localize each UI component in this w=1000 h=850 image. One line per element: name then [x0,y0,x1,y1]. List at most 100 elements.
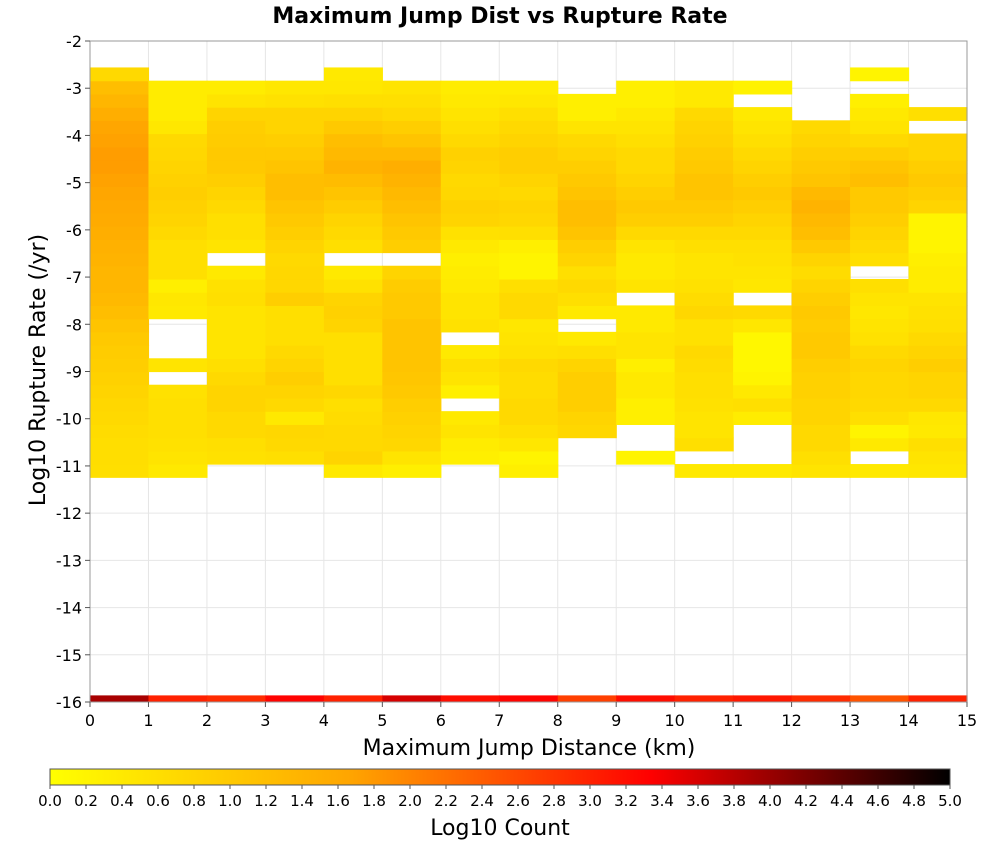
heatmap-cell [791,212,851,227]
heatmap-cell [850,424,910,439]
heatmap-cell [850,107,910,121]
heatmap-cell [440,80,500,95]
heatmap-cell [206,437,266,452]
heatmap-cell [148,265,208,280]
heatmap-cell [616,212,676,227]
heatmap-cell [90,464,150,478]
heatmap-cell [323,93,383,108]
heatmap-cell [791,358,851,373]
heatmap-cell [440,318,500,333]
heatmap-cell [499,252,559,267]
heatmap-cell [148,226,208,240]
heatmap-cell [265,252,325,267]
x-tick-label: 11 [723,711,743,730]
y-tick-label: -15 [56,646,82,665]
heatmap-cell [850,120,910,135]
heatmap-cell [674,358,734,373]
colorbar-tick-label: 3.4 [650,792,674,810]
heatmap-cell-bottom-row [206,695,266,702]
heatmap-cell [265,292,325,306]
x-tick-label: 0 [85,711,95,730]
heatmap-cell [733,278,793,293]
colorbar-label: Log10 Count [430,816,570,841]
heatmap-cell [148,450,208,465]
heatmap-cell [323,107,383,121]
heatmap-cell [265,133,325,148]
heatmap-cell [440,292,500,306]
heatmap-cell [265,384,325,399]
y-tick-label: -14 [56,599,82,618]
y-tick-label: -10 [56,410,82,429]
heatmap-cell [908,173,968,188]
heatmap-cell-bottom-row [382,695,442,702]
heatmap-cell [206,265,266,280]
heatmap-cell [674,265,734,280]
heatmap-cell [557,133,617,148]
heatmap-cell [908,358,968,373]
heatmap-cell [791,345,851,359]
heatmap-cell [90,292,150,306]
heatmap-cell [908,397,968,412]
heatmap-cell [265,265,325,280]
heatmap-cell [90,173,150,188]
y-tick-label: -7 [66,268,82,287]
heatmap-cell [206,450,266,465]
heatmap-cell [616,305,676,320]
heatmap-cell [148,384,208,399]
heatmap-cell [90,67,150,82]
heatmap-cell [616,358,676,373]
heatmap-cell [908,424,968,439]
heatmap-cell [90,199,150,214]
heatmap-cell [440,133,500,148]
heatmap-cell [148,173,208,188]
heatmap-cell [323,159,383,174]
heatmap-cell [206,80,266,95]
heatmap-cell [733,173,793,188]
heatmap-cell [382,107,442,121]
heatmap-cell [206,146,266,161]
heatmap-cell [616,318,676,333]
colorbar-tick-label: 3.0 [578,792,602,810]
heatmap-cell [674,424,734,439]
heatmap-cell [850,186,910,201]
heatmap-cell [323,345,383,359]
heatmap-cell [440,345,500,359]
heatmap-cell [791,239,851,254]
heatmap-cell [148,146,208,161]
heatmap-cell [908,411,968,425]
heatmap-cell [265,146,325,161]
heatmap-cell [674,107,734,121]
colorbar-tick-label: 2.8 [542,792,566,810]
heatmap-cell [499,437,559,452]
heatmap-cell [733,133,793,148]
heatmap-cell [440,384,500,399]
heatmap-cell [850,292,910,306]
heatmap-cell [382,199,442,214]
heatmap-cell [382,384,442,399]
heatmap-cell [206,384,266,399]
heatmap-cell [206,159,266,174]
heatmap-cell [206,318,266,333]
colorbar-tick-label: 4.8 [902,792,926,810]
heatmap-cell [908,318,968,333]
heatmap-cell [148,186,208,201]
heatmap-cell-bottom-row [791,695,851,702]
x-tick-label: 6 [436,711,446,730]
heatmap-cell [206,345,266,359]
heatmap-cell [265,212,325,227]
heatmap-cell [674,186,734,201]
colorbar-tick-label: 1.8 [362,792,386,810]
heatmap-cell [323,305,383,320]
heatmap-cell [908,265,968,280]
heatmap-cell [90,397,150,412]
heatmap-cell [148,358,208,373]
heatmap-cell [908,278,968,293]
heatmap-cell [90,265,150,280]
heatmap-cell [323,371,383,386]
heatmap-cell [90,239,150,254]
colorbar-tick-label: 0.2 [74,792,98,810]
colorbar-tick-label: 4.2 [794,792,818,810]
heatmap-cell [382,120,442,135]
heatmap-cell [616,252,676,267]
heatmap-cell [440,226,500,240]
